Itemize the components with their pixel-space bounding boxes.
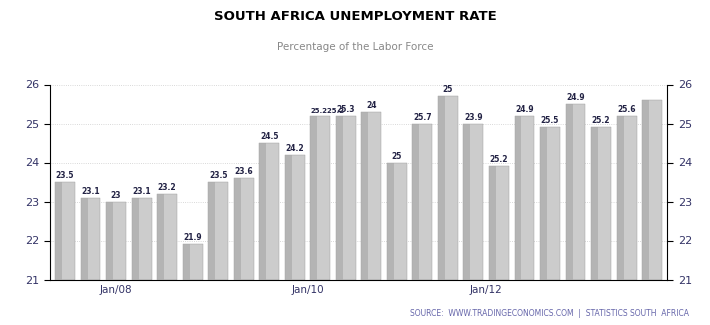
Bar <box>259 143 266 280</box>
Bar <box>438 96 445 280</box>
Bar <box>591 127 611 280</box>
Bar <box>81 198 87 280</box>
Text: 25: 25 <box>392 151 402 161</box>
Bar <box>106 202 126 280</box>
Bar <box>540 127 547 280</box>
Text: SOUTH AFRICA UNEMPLOYMENT RATE: SOUTH AFRICA UNEMPLOYMENT RATE <box>214 10 496 23</box>
Bar <box>259 143 279 280</box>
Bar <box>489 166 509 280</box>
Bar <box>642 100 649 280</box>
Bar <box>336 116 343 280</box>
Text: 23.9: 23.9 <box>464 112 483 122</box>
Bar <box>387 162 394 280</box>
Bar <box>55 182 75 280</box>
Text: 23.2: 23.2 <box>158 183 176 192</box>
Text: 25.2: 25.2 <box>490 155 508 164</box>
Bar <box>55 182 62 280</box>
Text: 23.1: 23.1 <box>132 187 151 196</box>
Bar <box>591 127 598 280</box>
Text: 25.2: 25.2 <box>592 116 611 125</box>
Text: 21.9: 21.9 <box>183 233 202 242</box>
Text: 24.2: 24.2 <box>285 144 304 153</box>
Bar <box>336 116 356 280</box>
Bar <box>182 244 190 280</box>
Bar <box>616 116 623 280</box>
Bar <box>234 178 241 280</box>
Text: 25: 25 <box>443 85 453 94</box>
Text: 23.6: 23.6 <box>234 167 253 176</box>
Bar <box>208 182 228 280</box>
Text: 23.5: 23.5 <box>209 171 227 180</box>
Bar <box>208 182 215 280</box>
Bar <box>387 162 407 280</box>
Bar <box>413 124 432 280</box>
Text: 25.6: 25.6 <box>617 105 636 114</box>
Text: 24.5: 24.5 <box>260 132 278 141</box>
Bar <box>157 194 177 280</box>
Bar <box>413 124 420 280</box>
Text: 24.9: 24.9 <box>566 93 585 102</box>
Bar <box>310 116 317 280</box>
Bar <box>515 116 521 280</box>
Bar <box>566 104 572 280</box>
Bar <box>157 194 164 280</box>
Bar <box>361 112 381 280</box>
Bar <box>566 104 586 280</box>
Bar <box>540 127 560 280</box>
Text: SOURCE:  WWW.TRADINGECONOMICS.COM  |  STATISTICS SOUTH  AFRICA: SOURCE: WWW.TRADINGECONOMICS.COM | STATI… <box>410 309 689 318</box>
Bar <box>310 116 330 280</box>
Text: 24.9: 24.9 <box>515 105 534 114</box>
Bar <box>285 155 292 280</box>
Text: 25.5: 25.5 <box>541 116 559 125</box>
Bar <box>642 100 662 280</box>
Text: 24: 24 <box>366 101 376 110</box>
Text: 23.1: 23.1 <box>81 187 100 196</box>
Bar <box>106 202 113 280</box>
Bar <box>464 124 484 280</box>
Bar <box>182 244 202 280</box>
Bar <box>285 155 305 280</box>
Bar <box>131 198 138 280</box>
Bar <box>616 116 636 280</box>
Text: Percentage of the Labor Force: Percentage of the Labor Force <box>277 42 433 52</box>
Bar <box>489 166 496 280</box>
Bar <box>515 116 535 280</box>
Text: 23: 23 <box>111 190 121 200</box>
Bar <box>438 96 458 280</box>
Text: 23.5: 23.5 <box>56 171 75 180</box>
Text: 25.225.2: 25.225.2 <box>311 108 345 114</box>
Text: 25.7: 25.7 <box>413 112 432 122</box>
Bar <box>234 178 253 280</box>
Text: 25.3: 25.3 <box>337 105 355 114</box>
Bar <box>361 112 368 280</box>
Bar <box>464 124 471 280</box>
Bar <box>131 198 151 280</box>
Bar <box>81 198 101 280</box>
